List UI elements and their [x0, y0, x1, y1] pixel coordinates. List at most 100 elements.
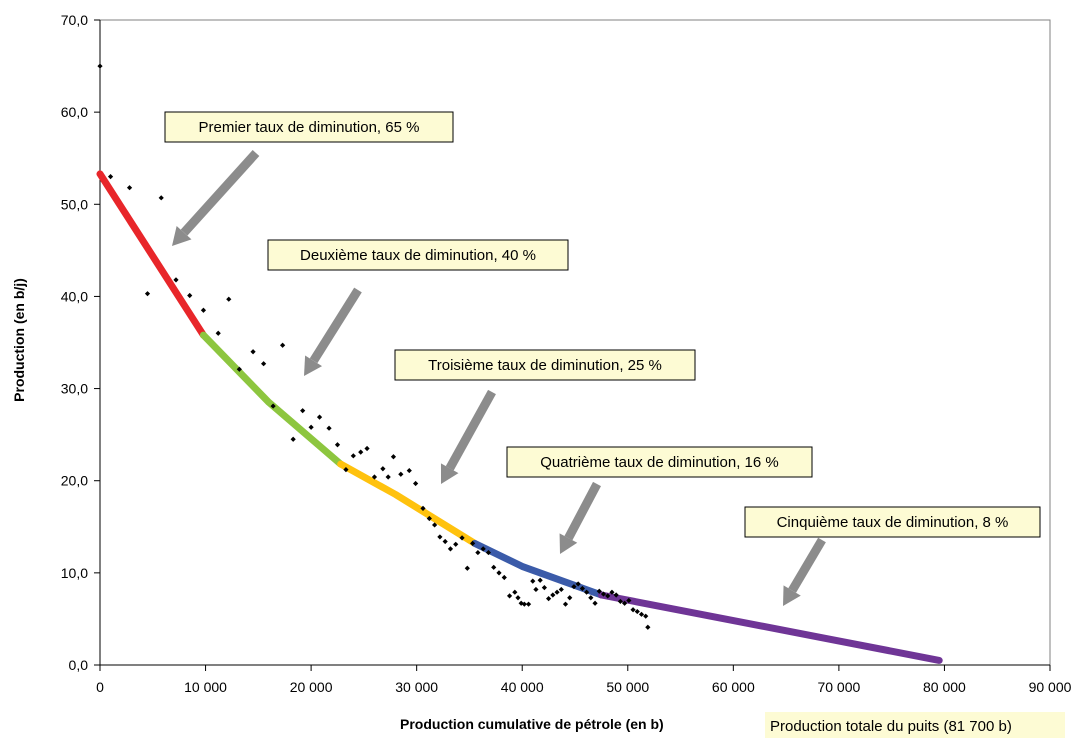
data-point: [426, 515, 432, 522]
data-point: [226, 296, 232, 302]
data-point: [350, 453, 356, 459]
data-point: [512, 589, 518, 595]
data-point: [579, 585, 585, 592]
arrow-head-4: [559, 533, 578, 554]
trend-segment-5: [597, 591, 943, 664]
x-tick-label: 0: [96, 679, 104, 695]
data-point: [546, 596, 552, 602]
y-tick-label: 30,0: [61, 381, 88, 397]
y-tick-label: 0,0: [69, 657, 89, 673]
arrow-shaft-2: [309, 287, 362, 364]
x-tick-label: 10 000: [184, 679, 227, 695]
y-tick-label: 70,0: [61, 12, 88, 28]
arrow-shaft-5: [788, 537, 826, 593]
data-point: [385, 474, 391, 480]
data-point: [638, 611, 645, 617]
data-point: [398, 471, 404, 477]
data-point: [617, 598, 623, 605]
data-point: [592, 600, 598, 606]
data-point: [521, 601, 527, 607]
data-points: [97, 63, 651, 630]
callout-box-5: [744, 506, 1041, 538]
trend-segment-2: [199, 331, 345, 468]
data-point: [645, 624, 651, 630]
trend-segment-1: [96, 170, 207, 339]
callout-box-2: [267, 239, 569, 271]
callout-text-5: Cinquième taux de diminution, 8 %: [777, 514, 1009, 531]
x-tick-label: 20 000: [290, 679, 333, 695]
data-point: [316, 414, 323, 420]
axes: 0 10 000 20 000 30 000 40 000 50 000 60 000 70 …: [61, 12, 1072, 695]
y-axis-title: Production (en b/j): [11, 278, 27, 402]
callout-text-3: Troisième taux de diminution, 25 %: [428, 357, 662, 374]
data-point: [506, 593, 513, 599]
data-point: [420, 505, 426, 511]
x-tick-label: 50 000: [606, 679, 649, 695]
data-point: [250, 349, 256, 355]
y-tick-label: 50,0: [61, 196, 88, 212]
data-point: [605, 593, 611, 599]
data-point: [270, 403, 276, 409]
data-point: [558, 586, 564, 593]
x-axis-title: Production cumulative de pétrole (en b): [400, 716, 664, 732]
data-point: [626, 597, 632, 604]
data-point: [126, 185, 133, 191]
data-point: [413, 480, 419, 487]
data-point: [300, 408, 306, 414]
callout-box-3: [394, 349, 696, 381]
data-point: [236, 366, 242, 372]
callout-text-1: Premier taux de diminution, 65 %: [199, 119, 420, 136]
data-point: [447, 546, 454, 552]
data-point: [364, 445, 370, 452]
data-point: [480, 546, 486, 552]
data-point: [97, 63, 103, 69]
data-point: [326, 425, 332, 431]
arrow-shaft-3: [445, 389, 496, 471]
arrow-head-5: [783, 585, 801, 606]
callout-text-2: Deuxième taux de diminution, 40 %: [300, 247, 536, 264]
data-point: [261, 361, 267, 367]
data-point: [280, 342, 286, 348]
data-point: [470, 540, 476, 546]
data-point: [475, 549, 481, 556]
data-point: [334, 442, 341, 448]
data-point: [453, 541, 459, 547]
data-point: [308, 424, 314, 430]
y-tick-label: 60,0: [61, 104, 88, 120]
data-point: [380, 466, 386, 472]
data-point: [437, 534, 443, 540]
data-point: [643, 613, 649, 619]
trend-segment-3: [337, 460, 479, 547]
data-point: [187, 292, 193, 299]
data-point: [343, 467, 349, 473]
data-point: [575, 581, 581, 587]
data-point: [442, 538, 448, 545]
arrow-head-2: [304, 355, 323, 376]
x-tick-label: 30 000: [395, 679, 438, 695]
data-point: [622, 600, 628, 606]
data-point: [630, 607, 636, 613]
callout-box-1: [164, 111, 454, 143]
annotation-callouts: Premier taux de diminution, 65 % Deuxième…: [164, 111, 1041, 538]
data-point: [158, 195, 164, 201]
arrow-head-3: [440, 463, 459, 484]
callout-text-4: Quatrième taux de diminution, 16 %: [540, 454, 778, 471]
data-point: [571, 584, 577, 590]
arrow-shaft-1: [180, 149, 260, 236]
data-point: [541, 585, 547, 591]
data-point: [200, 307, 207, 313]
data-point: [596, 588, 602, 594]
footer-note-box: [765, 712, 1065, 738]
data-point: [290, 436, 296, 442]
data-point: [537, 577, 543, 583]
data-point: [496, 570, 502, 576]
data-point: [358, 449, 364, 455]
x-tick-label: 60 000: [712, 679, 755, 695]
data-point: [390, 454, 397, 460]
data-point: [215, 330, 221, 336]
data-point: [107, 174, 114, 180]
data-point: [515, 595, 521, 601]
x-tick-label: 40 000: [501, 679, 544, 695]
data-point: [554, 589, 560, 595]
annotation-arrows: [172, 149, 826, 606]
